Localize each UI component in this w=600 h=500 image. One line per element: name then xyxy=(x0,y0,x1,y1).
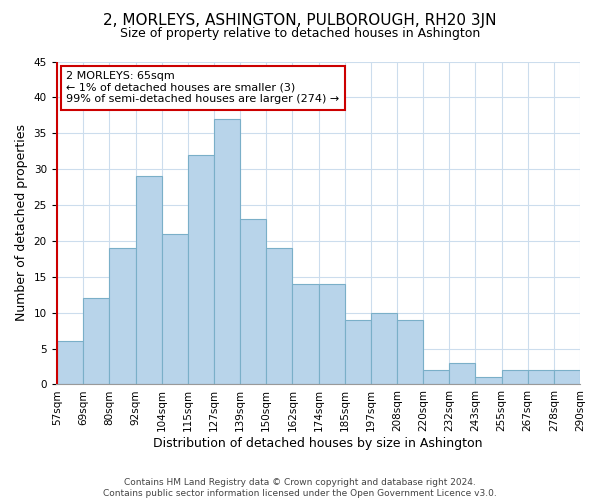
Bar xyxy=(554,370,580,384)
Bar xyxy=(136,176,162,384)
Bar xyxy=(345,320,371,384)
Text: 2 MORLEYS: 65sqm
← 1% of detached houses are smaller (3)
99% of semi-detached ho: 2 MORLEYS: 65sqm ← 1% of detached houses… xyxy=(67,71,340,104)
Text: 2, MORLEYS, ASHINGTON, PULBOROUGH, RH20 3JN: 2, MORLEYS, ASHINGTON, PULBOROUGH, RH20 … xyxy=(103,12,497,28)
Bar xyxy=(371,312,397,384)
Bar xyxy=(188,155,214,384)
Bar xyxy=(83,298,109,384)
Bar xyxy=(475,378,502,384)
Text: Contains HM Land Registry data © Crown copyright and database right 2024.
Contai: Contains HM Land Registry data © Crown c… xyxy=(103,478,497,498)
Bar xyxy=(397,320,423,384)
Bar xyxy=(319,284,345,384)
X-axis label: Distribution of detached houses by size in Ashington: Distribution of detached houses by size … xyxy=(153,437,482,450)
Bar xyxy=(449,363,475,384)
Bar xyxy=(423,370,449,384)
Bar xyxy=(214,119,240,384)
Bar xyxy=(240,220,266,384)
Bar xyxy=(57,342,83,384)
Bar xyxy=(528,370,554,384)
Bar xyxy=(502,370,528,384)
Bar xyxy=(292,284,319,384)
Bar xyxy=(109,248,136,384)
Text: Size of property relative to detached houses in Ashington: Size of property relative to detached ho… xyxy=(120,28,480,40)
Bar xyxy=(162,234,188,384)
Y-axis label: Number of detached properties: Number of detached properties xyxy=(15,124,28,322)
Bar xyxy=(266,248,292,384)
